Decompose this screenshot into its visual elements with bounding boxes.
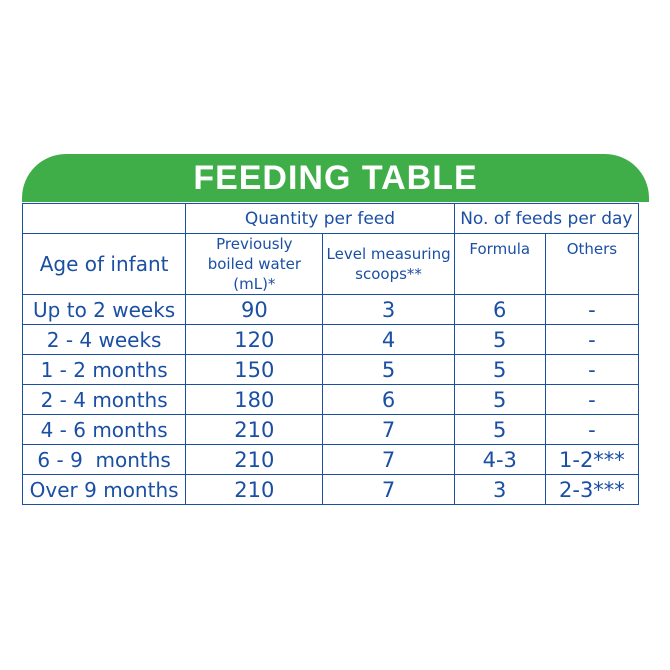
formula-cell: 5 xyxy=(453,324,546,355)
formula-cell: 6 xyxy=(453,294,546,325)
water-cell: 210 xyxy=(185,444,324,475)
table-row: 2 - 4 months 180 6 5 - xyxy=(21,384,640,415)
water-cell: 90 xyxy=(185,294,324,325)
age-cell: 6 - 9 months xyxy=(21,444,187,475)
empty-header-cell xyxy=(21,203,187,234)
formula-header-label: Formula xyxy=(469,240,531,258)
age-header: Age of infant xyxy=(21,233,187,295)
table-row: Over 9 months 210 7 3 2-3*** xyxy=(21,474,640,505)
formula-header: Formula xyxy=(453,233,546,295)
scoops-cell: 6 xyxy=(322,384,455,415)
others-header-label: Others xyxy=(566,240,618,258)
formula-cell: 4-3 xyxy=(453,444,546,475)
others-cell: - xyxy=(544,384,640,415)
others-cell: - xyxy=(544,324,640,355)
scoops-header-line2: scoops** xyxy=(355,265,422,283)
age-cell: Up to 2 weeks xyxy=(21,294,187,325)
water-cell: 150 xyxy=(185,354,324,385)
water-header-line2: boiled water (mL)* xyxy=(207,255,301,293)
group-header-row: Quantity per feed No. of feeds per day xyxy=(21,203,640,234)
table-row: 1 - 2 months 150 5 5 - xyxy=(21,354,640,385)
formula-cell: 5 xyxy=(453,384,546,415)
table-row: 6 - 9 months 210 7 4-3 1-2*** xyxy=(21,444,640,475)
water-cell: 210 xyxy=(185,414,324,445)
feeding-table-banner: FEEDING TABLE xyxy=(22,154,649,202)
water-cell: 180 xyxy=(185,384,324,415)
scoops-header-line1: Level measuring xyxy=(326,245,451,263)
others-cell: - xyxy=(544,354,640,385)
column-header-row: Age of infant Previously boiled water (m… xyxy=(21,233,640,295)
formula-cell: 5 xyxy=(453,354,546,385)
others-cell: 1-2*** xyxy=(544,444,640,475)
scoops-cell: 7 xyxy=(322,444,455,475)
formula-cell: 3 xyxy=(453,474,546,505)
others-cell: - xyxy=(544,294,640,325)
water-cell: 120 xyxy=(185,324,324,355)
age-cell: 4 - 6 months xyxy=(21,414,187,445)
scoops-cell: 5 xyxy=(322,354,455,385)
others-header: Others xyxy=(544,233,640,295)
age-cell: Over 9 months xyxy=(21,474,187,505)
quantity-group-header: Quantity per feed xyxy=(185,203,455,234)
feeding-table: Quantity per feed No. of feeds per day A… xyxy=(21,203,640,505)
water-header-line1: Previously xyxy=(216,235,293,253)
table-row: Up to 2 weeks 90 3 6 - xyxy=(21,294,640,325)
water-cell: 210 xyxy=(185,474,324,505)
age-cell: 2 - 4 months xyxy=(21,384,187,415)
others-cell: 2-3*** xyxy=(544,474,640,505)
age-cell: 1 - 2 months xyxy=(21,354,187,385)
others-cell: - xyxy=(544,414,640,445)
formula-cell: 5 xyxy=(453,414,546,445)
water-header: Previously boiled water (mL)* xyxy=(185,233,324,295)
scoops-cell: 7 xyxy=(322,414,455,445)
feeds-group-header: No. of feeds per day xyxy=(453,203,640,234)
age-cell: 2 - 4 weeks xyxy=(21,324,187,355)
table-row: 2 - 4 weeks 120 4 5 - xyxy=(21,324,640,355)
scoops-cell: 3 xyxy=(322,294,455,325)
scoops-cell: 4 xyxy=(322,324,455,355)
feeding-table-title: FEEDING TABLE xyxy=(193,158,478,197)
table-row: 4 - 6 months 210 7 5 - xyxy=(21,414,640,445)
scoops-cell: 7 xyxy=(322,474,455,505)
scoops-header: Level measuring scoops** xyxy=(322,233,455,295)
